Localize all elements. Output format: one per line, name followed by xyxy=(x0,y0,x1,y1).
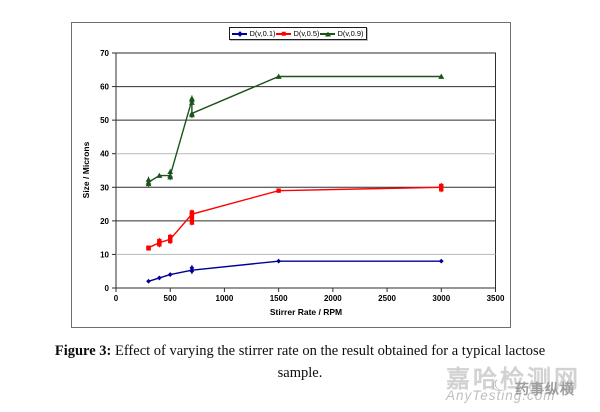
svg-text:60: 60 xyxy=(100,83,109,92)
svg-text:3000: 3000 xyxy=(432,294,450,303)
svg-text:1000: 1000 xyxy=(216,294,234,303)
caption-text: Effect of varying the stirrer rate on th… xyxy=(111,343,546,359)
legend-marker-diamond-icon xyxy=(232,30,248,37)
chart-plot: 0 10 20 30 40 50 60 70 0 500 1000 1500 2000 2500 3000 3… xyxy=(100,49,505,303)
legend-item-dv01: D(v,0.1) xyxy=(232,29,276,38)
caption-line2: sample. xyxy=(277,364,323,381)
svg-text:10: 10 xyxy=(100,250,109,259)
y-axis-title: Size / Microns xyxy=(81,141,91,199)
svg-text:1500: 1500 xyxy=(270,294,288,303)
svg-text:0: 0 xyxy=(114,294,119,303)
svg-text:2000: 2000 xyxy=(324,294,342,303)
watermark-brand-cn: 药事纵横 xyxy=(515,381,575,397)
x-axis-title: Stirrer Rate / RPM xyxy=(269,307,343,317)
svg-text:50: 50 xyxy=(100,116,109,125)
chart-legend: D(v,0.1) D(v,0.5) D(v,0.9) xyxy=(229,27,367,40)
legend-item-dv09: D(v,0.9) xyxy=(320,29,364,38)
legend-label: D(v,0.5) xyxy=(293,29,320,38)
legend-label: D(v,0.1) xyxy=(249,29,276,38)
caption-figure-label: Figure 3: xyxy=(54,343,112,359)
figure-caption: Figure 3: Effect of varying the stirrer … xyxy=(0,341,600,385)
svg-text:3500: 3500 xyxy=(487,294,505,303)
svg-text:0: 0 xyxy=(105,284,110,293)
watermark-site-name-cn: 嘉哈检测网 xyxy=(446,366,581,393)
legend-item-dv05: D(v,0.5) xyxy=(276,29,320,38)
legend-marker-triangle-icon xyxy=(320,30,336,37)
legend-marker-square-icon xyxy=(276,30,292,37)
svg-text:2500: 2500 xyxy=(378,294,396,303)
svg-text:40: 40 xyxy=(100,150,109,159)
legend-label: D(v,0.9) xyxy=(337,29,364,38)
watermark-site-url: AnyTesting.com xyxy=(446,388,556,403)
svg-text:500: 500 xyxy=(164,294,178,303)
svg-text:20: 20 xyxy=(100,217,109,226)
caption-line1: Figure 3: Effect of varying the stirrer … xyxy=(0,341,600,363)
svg-text:70: 70 xyxy=(100,49,109,58)
svg-text:30: 30 xyxy=(100,183,109,192)
